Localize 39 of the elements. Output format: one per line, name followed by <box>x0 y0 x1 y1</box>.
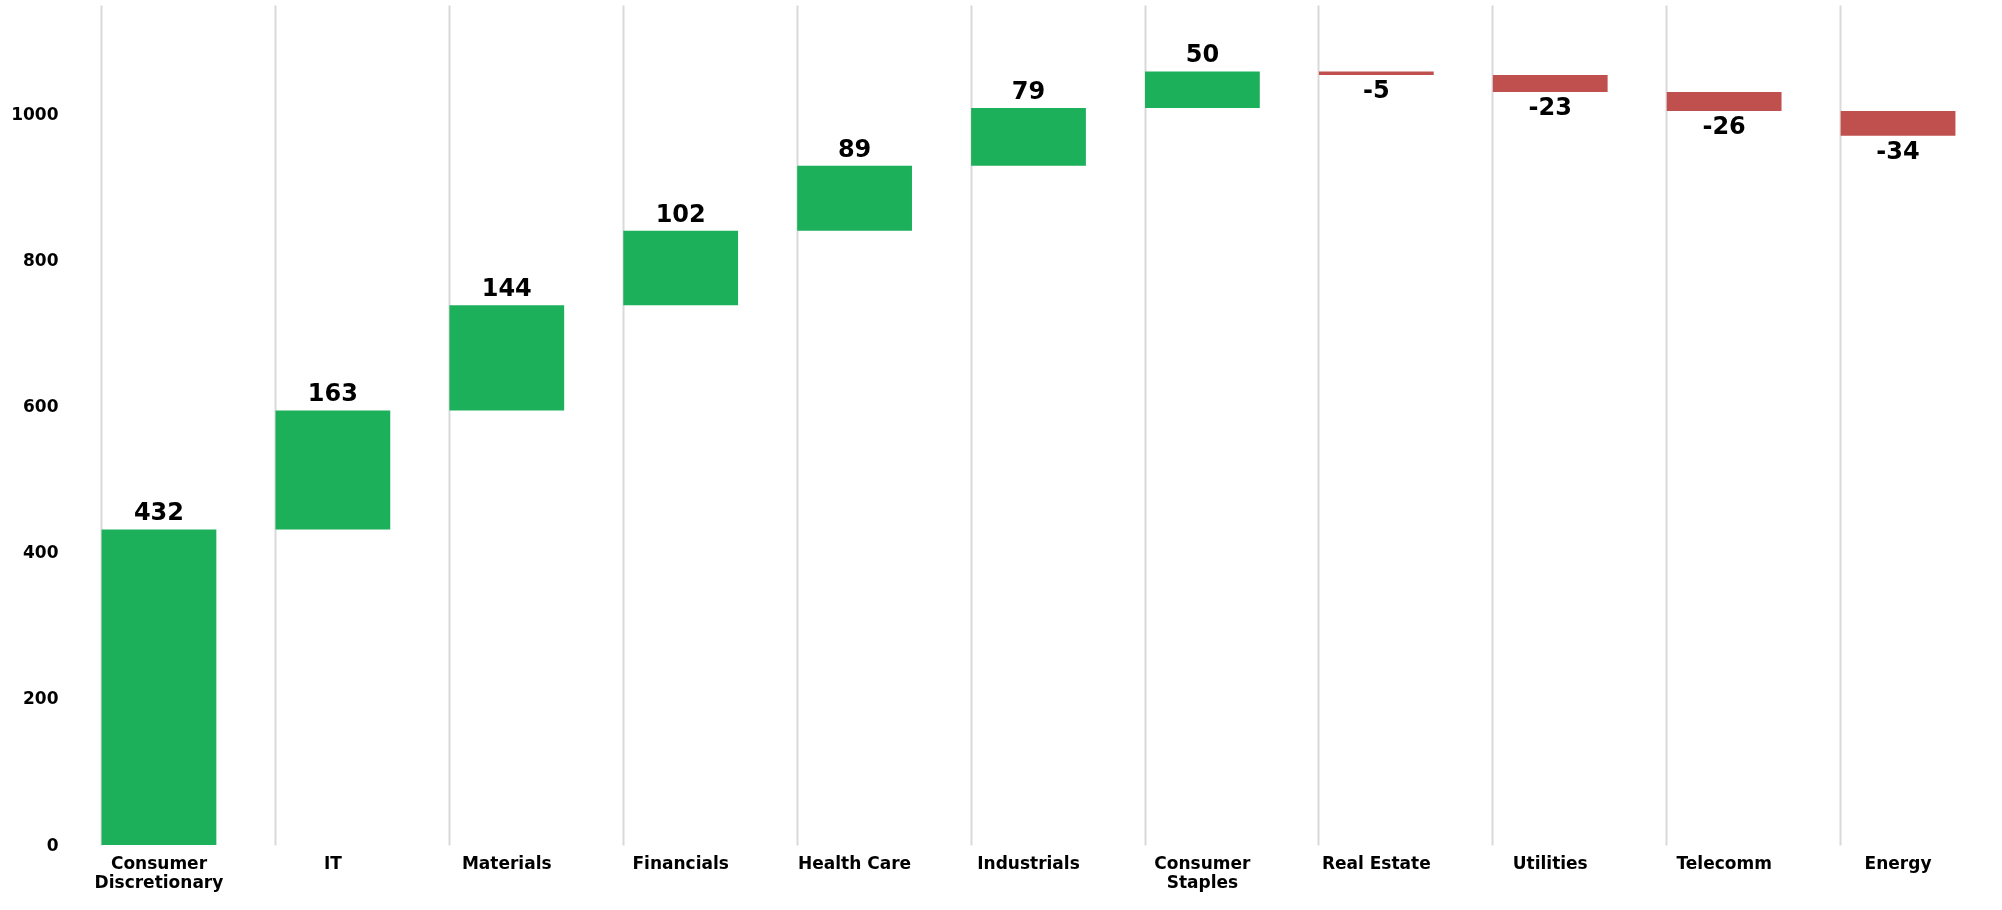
data-label: -5 <box>1362 76 1390 105</box>
bar <box>275 410 391 530</box>
bar <box>1492 75 1608 92</box>
bar <box>1840 110 1956 136</box>
bar <box>971 107 1086 166</box>
y-tick-label: 200 <box>23 688 59 709</box>
bar <box>101 529 217 845</box>
x-tick-label: IT <box>323 852 343 873</box>
data-label: 163 <box>307 379 358 408</box>
data-label: 79 <box>1011 76 1046 105</box>
x-tick-label: Financials <box>632 852 729 873</box>
data-label: -26 <box>1702 111 1746 140</box>
data-label: 144 <box>481 274 532 303</box>
x-tick-label: Consumer Discretionary <box>94 852 224 892</box>
data-label: -34 <box>1876 136 1920 165</box>
data-label: 50 <box>1185 40 1220 69</box>
bar <box>449 305 565 411</box>
bar <box>797 165 912 231</box>
data-label: 432 <box>133 498 185 527</box>
x-tick-label: Industrials <box>977 852 1080 873</box>
y-tick-label: 600 <box>23 396 59 417</box>
bar <box>1666 91 1782 111</box>
x-tick-label: Energy <box>1864 852 1932 873</box>
bar <box>1145 71 1260 108</box>
x-tick-label: Consumer Staples <box>1154 852 1252 892</box>
x-tick-label: Health Care <box>798 852 912 873</box>
y-tick-label: 800 <box>23 250 59 271</box>
x-tick-label: Materials <box>461 852 552 873</box>
data-label: 102 <box>655 199 706 228</box>
y-tick-label: 400 <box>23 542 59 563</box>
y-tick-label: 1000 <box>11 104 59 125</box>
x-tick-label: Real Estate <box>1321 852 1431 873</box>
data-label: -23 <box>1528 92 1572 121</box>
bar <box>623 230 739 306</box>
bar <box>1318 71 1434 76</box>
x-tick-label: Utilities <box>1512 852 1588 873</box>
data-label: 89 <box>837 134 872 163</box>
x-tick-label: Telecomm <box>1676 852 1772 873</box>
y-tick-label: 0 <box>46 834 59 855</box>
